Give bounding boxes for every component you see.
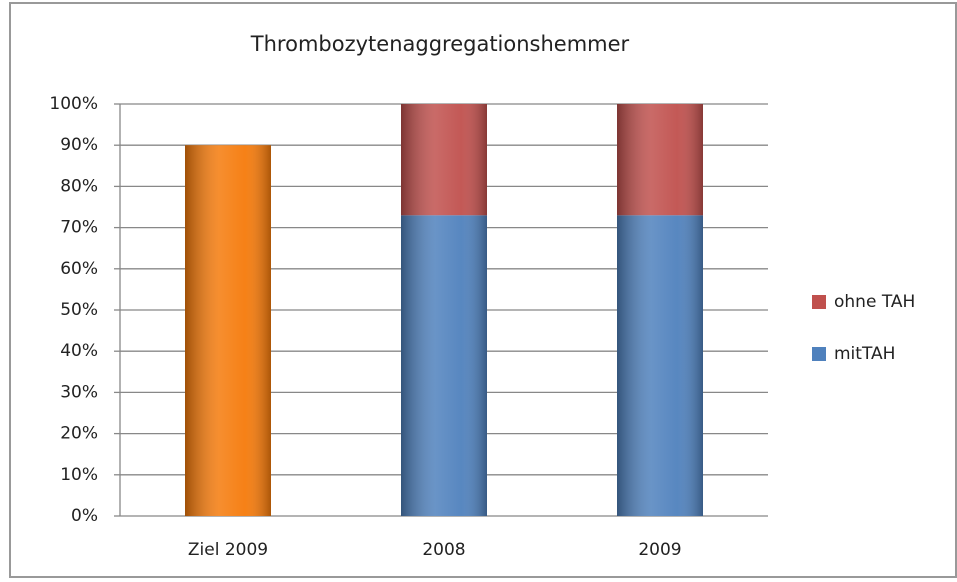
y-tick-label: 50% — [60, 300, 98, 320]
y-tick-label: 80% — [60, 176, 98, 196]
x-tick-label: 2008 — [422, 540, 465, 560]
legend-label: ohne TAH — [834, 292, 915, 312]
y-tick-label: 0% — [71, 506, 98, 526]
legend-swatch — [812, 347, 826, 361]
x-tick-label: 2009 — [638, 540, 681, 560]
y-tick-label: 90% — [60, 135, 98, 155]
bar-shade — [401, 104, 487, 216]
chart-title: Thrombozytenaggregationshemmer — [250, 32, 630, 56]
y-tick-label: 30% — [60, 382, 98, 402]
legend-swatch — [812, 295, 826, 309]
y-tick-label: 100% — [49, 94, 98, 114]
y-tick-label: 10% — [60, 465, 98, 485]
bar-shade — [617, 215, 703, 517]
y-tick-label: 20% — [60, 424, 98, 444]
y-tick-label: 70% — [60, 218, 98, 238]
y-tick-label: 60% — [60, 259, 98, 279]
y-tick-label: 40% — [60, 341, 98, 361]
frame — [9, 2, 957, 578]
x-tick-label: Ziel 2009 — [188, 540, 268, 560]
bar-shade — [617, 104, 703, 216]
bar-shade — [401, 215, 487, 517]
bar-shade — [185, 145, 271, 516]
legend-label: mitTAH — [834, 344, 895, 364]
